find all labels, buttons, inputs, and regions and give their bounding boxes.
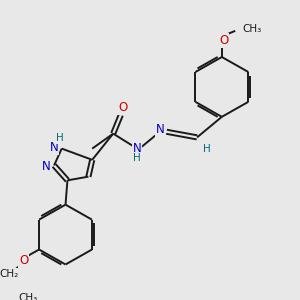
Text: O: O (219, 34, 228, 47)
Text: N: N (42, 160, 51, 173)
Text: N: N (50, 141, 58, 154)
Text: H: H (56, 133, 64, 143)
Text: CH₂: CH₂ (0, 269, 18, 279)
Text: N: N (133, 142, 141, 155)
Text: O: O (19, 254, 28, 267)
Text: H: H (203, 144, 211, 154)
Text: O: O (118, 101, 127, 114)
Text: N: N (155, 123, 164, 136)
Text: H: H (133, 153, 141, 163)
Text: CH₃: CH₃ (18, 293, 38, 300)
Text: CH₃: CH₃ (243, 24, 262, 34)
